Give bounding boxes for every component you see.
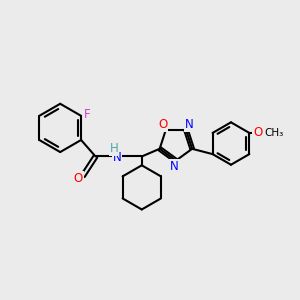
Text: F: F xyxy=(84,108,91,121)
Text: O: O xyxy=(74,172,83,185)
Text: N: N xyxy=(112,151,122,164)
Text: O: O xyxy=(253,126,262,140)
Text: N: N xyxy=(170,160,179,173)
Text: CH₃: CH₃ xyxy=(264,128,284,138)
Text: H: H xyxy=(110,142,118,155)
Text: O: O xyxy=(158,118,168,131)
Text: N: N xyxy=(184,118,193,131)
